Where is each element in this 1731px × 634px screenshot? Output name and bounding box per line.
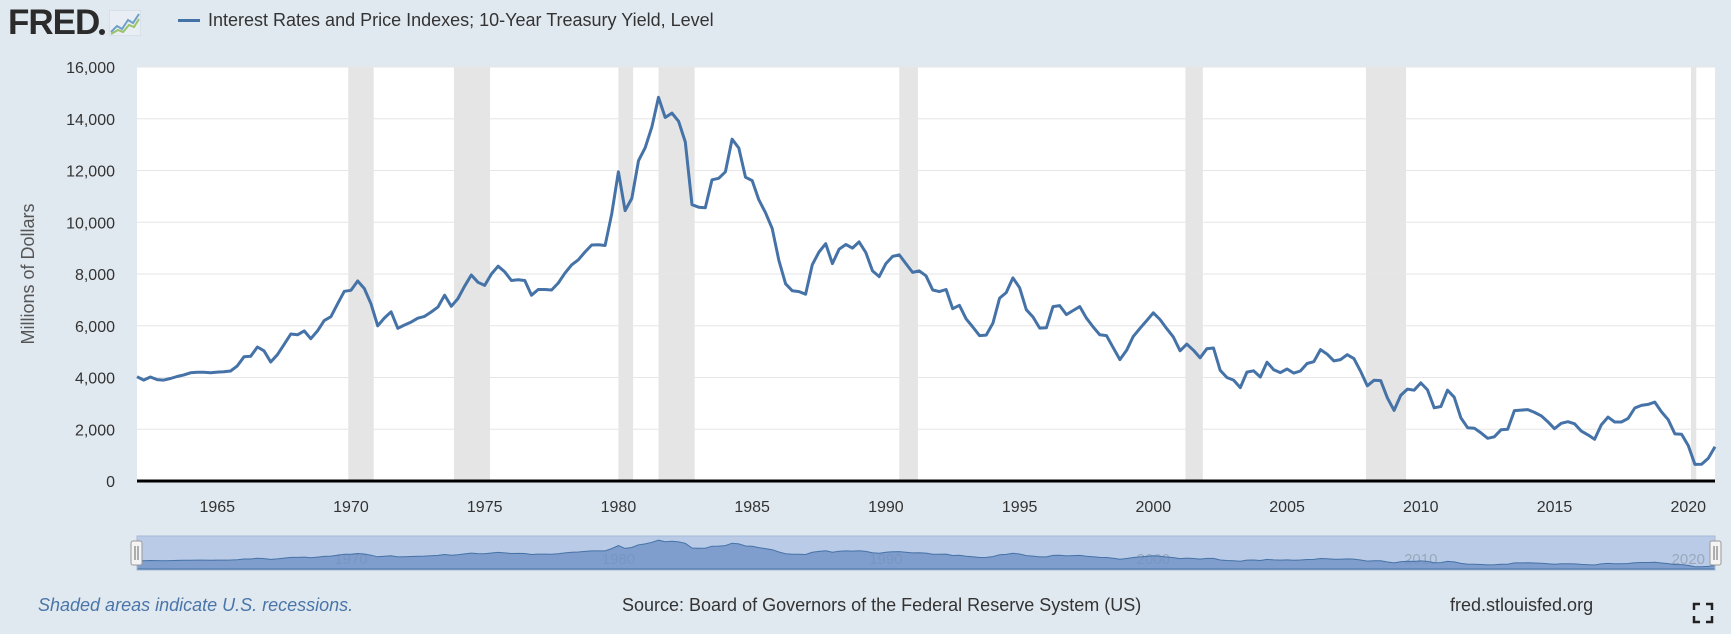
fred-url-link[interactable]: fred.stlouisfed.org: [1450, 595, 1594, 615]
logo-dot: [99, 29, 106, 35]
x-tick-label: 1980: [601, 499, 637, 516]
x-tick-label: 2010: [1403, 499, 1439, 516]
fred-logo[interactable]: FRED: [8, 3, 142, 42]
source-text: Source: Board of Governors of the Federa…: [622, 595, 1142, 615]
y-tick-label: 4,000: [75, 371, 115, 388]
y-tick-label: 16,000: [66, 60, 115, 77]
navigator-area: [136, 539, 1716, 570]
fullscreen-icon[interactable]: [1692, 602, 1714, 624]
x-tick-label: 1965: [199, 499, 235, 516]
x-tick-label: 1995: [1002, 499, 1038, 516]
x-tick-label: 1975: [467, 499, 503, 516]
y-tick-label: 8,000: [75, 267, 115, 284]
navigator-right-handle[interactable]: [1709, 540, 1722, 566]
navigator-left-handle[interactable]: [130, 540, 143, 566]
legend-label: Interest Rates and Price Indexes; 10-Yea…: [208, 10, 714, 30]
x-tick-label: 2000: [1136, 499, 1172, 516]
recession-note: Shaded areas indicate U.S. recessions.: [38, 595, 354, 615]
navigator-label: 2020: [1672, 551, 1705, 568]
x-tick-label: 2005: [1269, 499, 1305, 516]
y-tick-label: 2,000: [75, 422, 115, 439]
y-tick-label: 0: [106, 474, 115, 491]
x-tick-label: 1970: [333, 499, 369, 516]
gridlines: [137, 66, 1715, 430]
x-tick-label: 1985: [734, 499, 770, 516]
y-tick-label: 6,000: [75, 319, 115, 336]
legend-swatch: [178, 19, 200, 22]
legend[interactable]: Interest Rates and Price Indexes; 10-Yea…: [178, 10, 714, 31]
x-tick-label: 1990: [868, 499, 904, 516]
x-tick-label: 2020: [1670, 499, 1706, 516]
y-tick-label: 12,000: [66, 164, 115, 181]
y-axis-label: Millions of Dollars: [18, 203, 38, 344]
chart: 0 2,000 4,000 6,000 8,000 10,000 12,000 14,000 1…: [18, 60, 1722, 571]
header: FRED Interest Rates and Price Indexes; 1…: [0, 0, 1731, 50]
logo-text: FRED: [8, 3, 100, 42]
x-tick-label: 2015: [1537, 499, 1573, 516]
series-line[interactable]: [136, 95, 1717, 466]
y-tick-label: 14,000: [66, 112, 115, 129]
y-tick-label: 10,000: [66, 215, 115, 232]
x-axis-ticks: 1965 1970 1975 1980 1985 1990 1995 2000 2005 2010…: [199, 499, 1706, 516]
navigator[interactable]: 197019801990200020102020: [130, 535, 1722, 571]
y-axis-ticks: 0 2,000 4,000 6,000 8,000 10,000 12,000 14,000 1…: [66, 60, 115, 491]
fred-graph-icon: [109, 10, 142, 36]
